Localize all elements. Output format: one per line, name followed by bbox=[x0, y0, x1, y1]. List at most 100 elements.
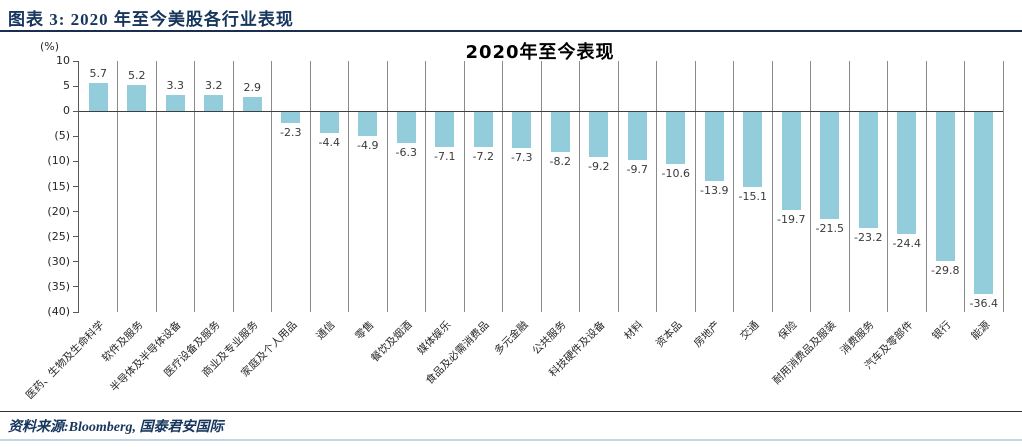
gridline-vertical bbox=[309, 61, 311, 312]
chart-title: 2020年至今表现 bbox=[465, 42, 615, 63]
y-axis-unit-label: (%) bbox=[40, 40, 60, 53]
zero-axis-line bbox=[79, 110, 1003, 112]
gridline-vertical bbox=[117, 61, 118, 312]
bar bbox=[319, 111, 339, 134]
gridline-vertical bbox=[232, 61, 234, 312]
bar bbox=[242, 96, 262, 112]
bar bbox=[396, 111, 416, 143]
bar-value-label: -29.8 bbox=[931, 263, 960, 277]
y-tick-label: (25) bbox=[47, 229, 70, 243]
y-tick-label: (15) bbox=[47, 179, 70, 193]
plot-area: 10 5 0 (5) (10) (15) (20) (25) (30) (35) (40) 5.7 医药… bbox=[24, 54, 1004, 402]
bar-value-label: -23.2 bbox=[854, 230, 883, 244]
y-tick-label: (30) bbox=[47, 254, 70, 268]
gridline-vertical bbox=[848, 61, 850, 312]
bar-value-label: -2.3 bbox=[280, 125, 302, 139]
y-axis-tick bbox=[73, 261, 79, 263]
bar bbox=[550, 111, 570, 153]
bar bbox=[88, 82, 108, 112]
gridline-vertical bbox=[964, 61, 965, 312]
source-note: 资料来源:Bloomberg, 国泰君安国际 bbox=[8, 420, 224, 435]
bar-value-label: -21.5 bbox=[815, 222, 844, 236]
gridline-vertical bbox=[155, 61, 157, 312]
y-tick-label: 5 bbox=[63, 79, 70, 93]
bar bbox=[820, 111, 840, 220]
gridline-vertical bbox=[694, 61, 696, 312]
gridline-vertical bbox=[502, 61, 503, 312]
bar bbox=[589, 111, 609, 158]
bar bbox=[858, 111, 878, 228]
y-tick-label: (5) bbox=[54, 129, 70, 143]
y-axis-tick bbox=[73, 211, 79, 213]
bar-value-label: -4.9 bbox=[357, 138, 379, 152]
y-tick-label: (35) bbox=[47, 279, 70, 293]
bar-value-label: -9.2 bbox=[588, 160, 610, 174]
gridline-vertical bbox=[925, 61, 927, 312]
bar bbox=[897, 111, 917, 234]
y-axis-tick bbox=[73, 236, 79, 238]
bar bbox=[935, 111, 955, 261]
bar-value-label: -6.3 bbox=[395, 145, 417, 159]
y-axis-tick bbox=[73, 311, 79, 313]
bar-value-label: -19.7 bbox=[777, 213, 806, 227]
y-axis-tick bbox=[73, 160, 79, 162]
y-axis-tick bbox=[73, 85, 79, 87]
gridline-vertical bbox=[1002, 61, 1004, 312]
y-axis-tick bbox=[73, 135, 79, 137]
y-tick-label: 0 bbox=[63, 104, 70, 118]
bar bbox=[358, 111, 378, 136]
bar-value-label: 3.2 bbox=[205, 79, 223, 93]
bar bbox=[666, 111, 686, 165]
bar-value-label: -13.9 bbox=[700, 183, 729, 197]
bar-value-label: 3.3 bbox=[166, 78, 185, 92]
bar-value-label: -10.6 bbox=[661, 167, 690, 181]
bar-value-label: -9.7 bbox=[626, 162, 648, 176]
bar bbox=[435, 111, 455, 147]
y-axis-tick bbox=[73, 60, 79, 62]
bar-chart: (%) 2020年至今表现 10 5 0 (5) (10) (15) (20) (25) (30… bbox=[0, 32, 1022, 407]
y-tick-label: 10 bbox=[56, 54, 70, 67]
bar bbox=[127, 85, 147, 112]
gridline-vertical bbox=[771, 61, 773, 312]
bar-value-label: -7.1 bbox=[434, 149, 456, 163]
y-axis-tick bbox=[73, 286, 79, 288]
bar-value-label: -7.3 bbox=[511, 150, 533, 164]
bar bbox=[743, 111, 763, 187]
bar-value-label: -8.2 bbox=[549, 155, 571, 169]
bar-value-label: 2.9 bbox=[243, 80, 262, 94]
figure-caption: 图表 3: 2020 年至今美股各行业表现 bbox=[8, 10, 294, 29]
bar bbox=[704, 111, 724, 181]
gridline-vertical bbox=[271, 61, 272, 312]
gridline-vertical bbox=[617, 61, 619, 312]
y-tick-label: (20) bbox=[47, 204, 70, 218]
bar bbox=[627, 111, 647, 160]
bar-value-label: -24.4 bbox=[892, 236, 921, 250]
bar-value-label: -7.2 bbox=[472, 150, 494, 164]
bar bbox=[204, 95, 224, 112]
gridline-vertical bbox=[810, 61, 811, 312]
footer-divider bbox=[0, 411, 1022, 412]
bar bbox=[281, 111, 301, 123]
y-tick-label: (40) bbox=[47, 305, 70, 318]
gridline-vertical bbox=[656, 61, 657, 312]
header-divider bbox=[0, 30, 1022, 32]
page-bottom-border bbox=[0, 439, 1022, 441]
bar bbox=[974, 111, 994, 294]
bar-value-label: 5.7 bbox=[89, 66, 108, 80]
gridline-vertical bbox=[463, 61, 465, 312]
gridline-vertical bbox=[579, 61, 580, 312]
gridline-vertical bbox=[386, 61, 388, 312]
gridline-vertical bbox=[348, 61, 349, 312]
y-tick-label: (10) bbox=[47, 154, 70, 168]
gridline-vertical bbox=[540, 61, 542, 312]
bar-value-label: -4.4 bbox=[318, 136, 340, 150]
bar bbox=[781, 111, 801, 211]
y-axis-tick bbox=[73, 186, 79, 187]
gridline-vertical bbox=[425, 61, 426, 312]
bar-value-label: 5.2 bbox=[128, 69, 146, 83]
bar-value-label: -36.4 bbox=[969, 296, 998, 310]
y-axis-tick bbox=[73, 110, 79, 112]
bar bbox=[165, 94, 185, 112]
gridline-vertical bbox=[887, 61, 888, 312]
bar bbox=[512, 111, 532, 148]
